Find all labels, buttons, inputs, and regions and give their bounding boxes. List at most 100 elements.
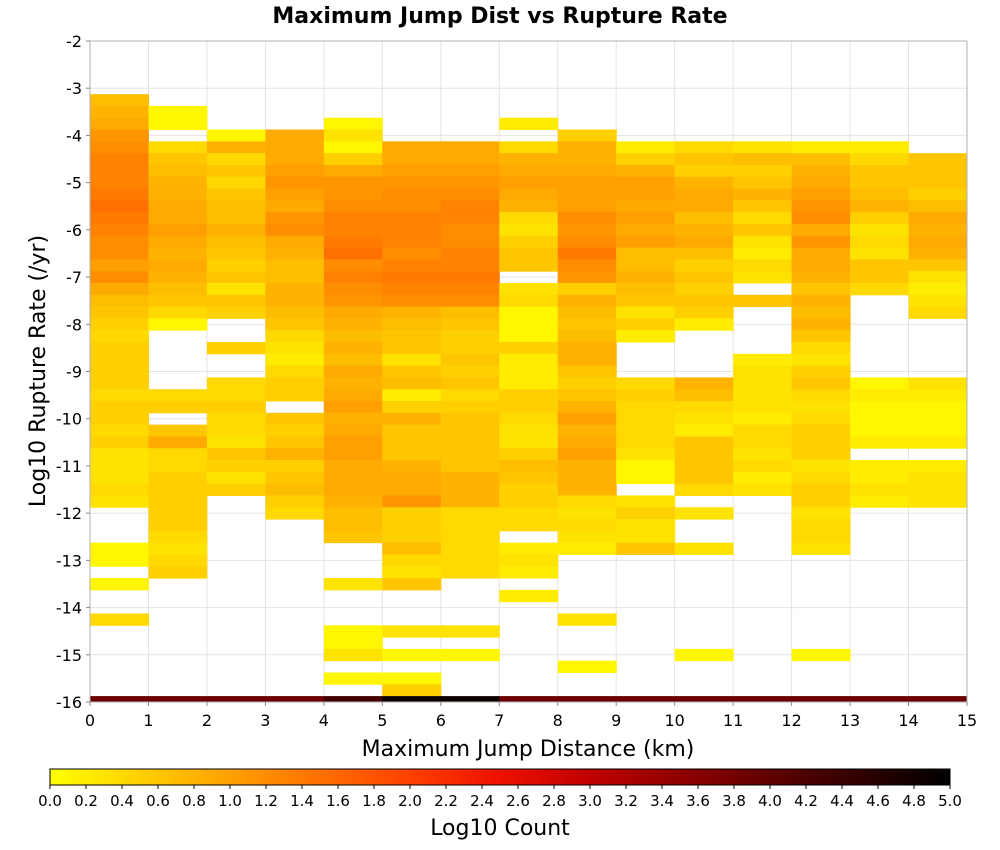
heatmap-cell	[148, 223, 208, 237]
heatmap-cell	[791, 471, 851, 485]
heatmap-cell	[499, 401, 559, 414]
heatmap-cell	[733, 200, 793, 213]
heatmap-cell	[148, 306, 208, 319]
x-tick-label: 14	[898, 711, 918, 730]
heatmap-cell	[908, 176, 968, 190]
heatmap-cell	[206, 129, 266, 142]
heatmap-cell	[616, 141, 676, 154]
heatmap-cell	[499, 448, 559, 461]
heatmap-cell	[908, 188, 968, 201]
heatmap-cell	[616, 282, 676, 296]
heatmap-cell	[148, 164, 208, 178]
heatmap-cell	[265, 412, 325, 426]
heatmap-cell	[499, 212, 559, 225]
heatmap-cell	[557, 341, 617, 355]
heatmap-cell	[908, 247, 968, 260]
heatmap-cell	[265, 507, 325, 520]
heatmap-cell	[616, 542, 676, 555]
heatmap-cell	[733, 436, 793, 449]
heatmap-cell	[791, 696, 851, 703]
heatmap-cell	[850, 282, 910, 296]
heatmap-cell	[148, 696, 208, 703]
heatmap-cell	[499, 495, 559, 508]
heatmap-cell	[265, 424, 325, 437]
heatmap-cell	[674, 424, 734, 437]
heatmap-cell	[616, 318, 676, 331]
heatmap-cell	[791, 460, 851, 473]
heatmap-cell	[90, 94, 149, 107]
heatmap-cell	[791, 377, 851, 390]
heatmap-cell	[382, 625, 442, 638]
heatmap-cell	[323, 353, 383, 367]
heatmap-cell	[499, 436, 559, 449]
heatmap-cell	[265, 129, 325, 142]
heatmap-cell	[323, 341, 383, 355]
heatmap-cell	[440, 365, 500, 378]
heatmap-cell	[791, 542, 851, 555]
heatmap-cell	[382, 330, 442, 343]
heatmap-cell	[323, 223, 383, 237]
heatmap-cell	[440, 282, 500, 296]
heatmap-cell	[90, 542, 149, 555]
heatmap-cell	[90, 330, 149, 343]
heatmap-cell	[148, 188, 208, 201]
heatmap-cell	[733, 412, 793, 426]
heatmap-cell	[557, 259, 617, 272]
heatmap-cell	[382, 696, 442, 703]
heatmap-cell	[206, 471, 266, 485]
colorbar-tick-label: 2.0	[398, 792, 422, 810]
heatmap-cell	[733, 141, 793, 154]
colorbar-tick-label: 0.8	[182, 792, 206, 810]
x-tick-label: 10	[664, 711, 684, 730]
heatmap-cell	[616, 377, 676, 390]
heatmap-cell	[908, 282, 968, 296]
heatmap-cell	[440, 436, 500, 449]
heatmap-cell	[557, 141, 617, 154]
heatmap-cell	[499, 471, 559, 485]
heatmap-cell	[323, 495, 383, 508]
heatmap-cell	[323, 129, 383, 142]
heatmap-cell	[499, 412, 559, 426]
heatmap-cell	[148, 117, 208, 131]
heatmap-cell	[382, 401, 442, 414]
heatmap-cell	[206, 294, 266, 308]
heatmap-cell	[557, 460, 617, 473]
y-axis-label: Log10 Rupture Rate (/yr)	[26, 235, 51, 507]
heatmap-cell	[265, 223, 325, 237]
heatmap-cell	[382, 141, 442, 154]
heatmap-cell	[323, 306, 383, 319]
heatmap-cell	[90, 495, 149, 508]
heatmap-cell	[791, 648, 851, 662]
heatmap-cell	[499, 153, 559, 166]
heatmap-cell	[557, 530, 617, 544]
heatmap-cell	[265, 448, 325, 461]
heatmap-cell	[382, 578, 442, 591]
heatmap-cell	[90, 212, 149, 225]
heatmap-cell	[791, 341, 851, 355]
heatmap-cell	[265, 188, 325, 201]
heatmap-cell	[499, 353, 559, 367]
heatmap-cell	[616, 306, 676, 319]
heatmap-cell	[791, 436, 851, 449]
heatmap-cell	[382, 672, 442, 685]
heatmap-cell	[265, 341, 325, 355]
heatmap-cell	[499, 318, 559, 331]
heatmap-cell	[148, 460, 208, 473]
heatmap-cell	[850, 188, 910, 201]
heatmap-cell	[148, 259, 208, 272]
heatmap-cell	[499, 519, 559, 532]
heatmap-cell	[440, 519, 500, 532]
heatmap-cell	[557, 306, 617, 319]
heatmap-cell	[850, 259, 910, 272]
heatmap-cell	[557, 696, 617, 703]
heatmap-cell	[148, 318, 208, 331]
heatmap-cell	[382, 471, 442, 485]
heatmap-cell	[674, 460, 734, 473]
heatmap-cell	[791, 223, 851, 237]
heatmap-cell	[499, 566, 559, 579]
heatmap-cell	[733, 235, 793, 249]
heatmap-cell	[382, 235, 442, 249]
heatmap-cell	[674, 318, 734, 331]
heatmap-cell	[908, 259, 968, 272]
heatmap-cell	[440, 424, 500, 437]
